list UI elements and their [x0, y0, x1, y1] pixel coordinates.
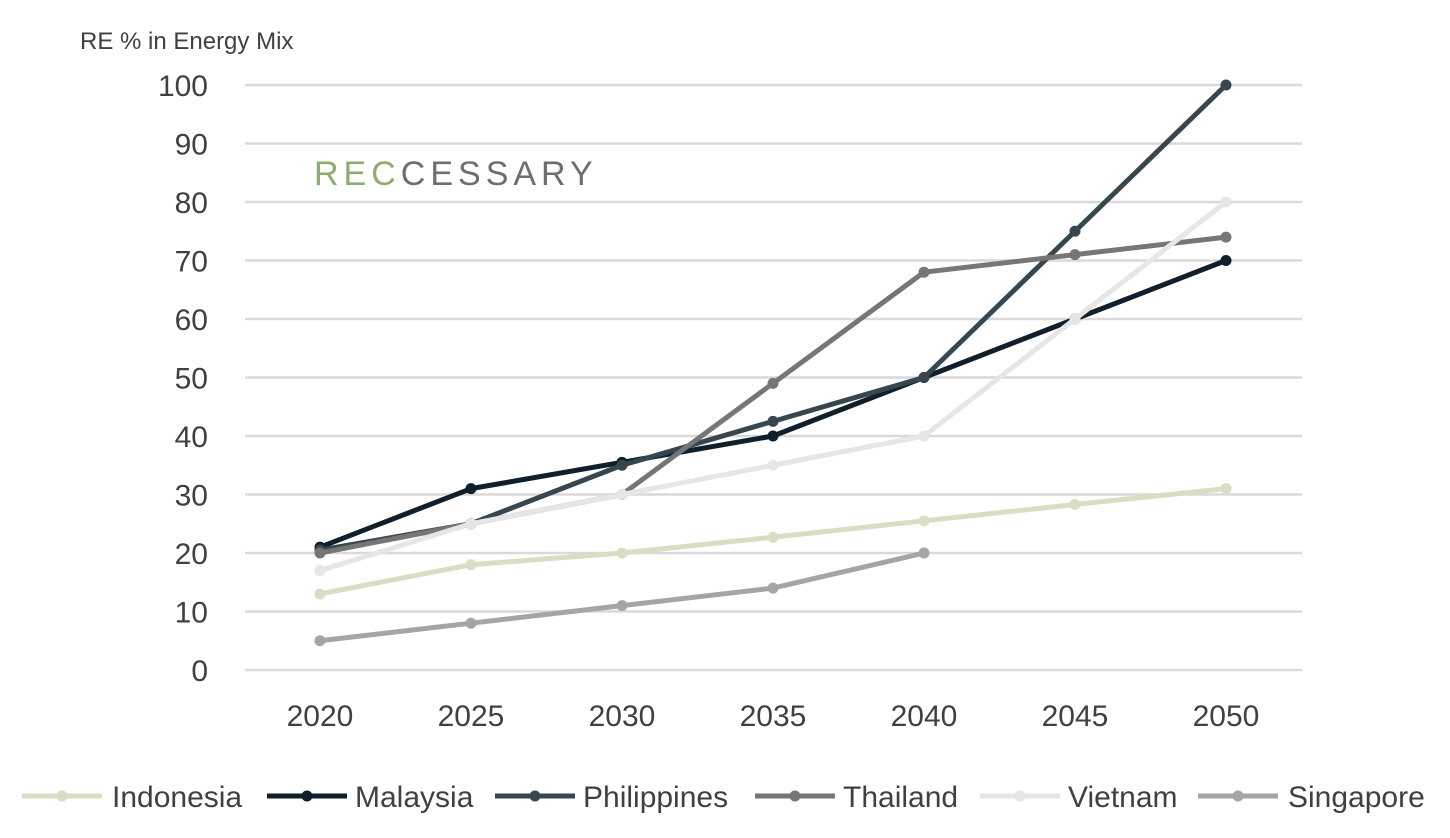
legend-item-singapore: Singapore — [1198, 781, 1425, 814]
data-point — [918, 547, 930, 559]
data-point — [1220, 483, 1232, 495]
data-point — [1220, 196, 1232, 208]
series-thailand — [314, 231, 1232, 559]
x-tick-label: 2020 — [287, 700, 354, 733]
series-singapore — [314, 547, 930, 647]
series-malaysia — [314, 255, 1232, 553]
legend-item-philippines: Philippines — [495, 781, 728, 814]
data-point — [465, 617, 477, 629]
series-lines — [314, 79, 1232, 647]
data-point — [1069, 225, 1081, 237]
y-tick-label: 0 — [191, 655, 208, 688]
x-tick-label: 2045 — [1042, 700, 1109, 733]
y-tick-label: 50 — [175, 363, 208, 396]
watermark-part1: REC — [314, 155, 401, 193]
legend-label: Indonesia — [112, 781, 242, 814]
data-point — [767, 430, 779, 442]
series-philippines — [314, 79, 1232, 556]
legend-item-malaysia: Malaysia — [267, 781, 474, 814]
data-point — [767, 415, 779, 427]
data-point — [767, 459, 779, 471]
legend-marker — [301, 790, 313, 802]
legend-item-thailand: Thailand — [755, 781, 958, 814]
data-point — [1069, 498, 1081, 510]
legend: Indonesia Malaysia Philippines Thailand Viet… — [22, 781, 1425, 814]
y-tick-label: 70 — [175, 246, 208, 279]
y-tick-label: 100 — [158, 70, 208, 103]
y-tick-label: 80 — [175, 187, 208, 220]
data-point — [1220, 79, 1232, 91]
legend-item-indonesia: Indonesia — [22, 781, 242, 814]
x-tick-labels: 2020 2025 2030 2035 2040 2045 2050 — [287, 700, 1260, 733]
data-point — [918, 372, 930, 383]
data-point — [314, 588, 326, 600]
x-tick-label: 2025 — [438, 700, 505, 733]
data-point — [314, 565, 326, 577]
data-point — [1069, 249, 1081, 261]
data-point — [314, 547, 326, 559]
y-tick-label: 10 — [175, 597, 208, 630]
legend-label: Vietnam — [1068, 781, 1178, 814]
series-line — [317, 550, 927, 644]
data-point — [314, 635, 326, 647]
data-point — [616, 459, 628, 471]
legend-marker — [1014, 790, 1026, 802]
data-point — [767, 531, 779, 543]
legend-marker — [529, 790, 541, 802]
data-point — [767, 582, 779, 594]
legend-marker — [56, 790, 68, 802]
data-point — [767, 377, 779, 389]
legend-label: Singapore — [1288, 781, 1425, 814]
data-point — [616, 489, 628, 500]
y-tick-label: 90 — [175, 129, 208, 162]
data-point — [918, 430, 930, 442]
watermark-logo: RECCESSARY — [314, 155, 598, 193]
y-tick-label: 60 — [175, 304, 208, 337]
x-tick-label: 2040 — [891, 700, 958, 733]
series-vietnam — [314, 196, 1232, 577]
y-tick-label: 40 — [175, 421, 208, 454]
data-point — [1220, 255, 1232, 266]
legend-marker — [1232, 790, 1244, 802]
y-tick-label: 20 — [175, 538, 208, 571]
y-tick-label: 30 — [175, 480, 208, 513]
legend-label: Thailand — [843, 781, 958, 814]
data-point — [465, 518, 477, 530]
y-tick-labels: 0 10 20 30 40 50 60 70 80 90 100 — [158, 70, 208, 688]
legend-label: Philippines — [583, 781, 728, 814]
legend-label: Malaysia — [355, 781, 474, 814]
x-tick-label: 2050 — [1193, 700, 1260, 733]
data-point — [465, 559, 477, 571]
data-point — [616, 600, 628, 612]
x-tick-label: 2035 — [740, 700, 807, 733]
legend-marker — [789, 790, 801, 802]
watermark-part2: CESSARY — [401, 155, 598, 193]
data-point — [918, 515, 930, 527]
y-axis-label: RE % in Energy Mix — [80, 28, 293, 55]
data-point — [1220, 231, 1232, 243]
data-point — [616, 547, 628, 559]
legend-item-vietnam: Vietnam — [980, 781, 1178, 814]
series-indonesia — [314, 483, 1232, 600]
data-point — [465, 483, 477, 495]
data-point — [918, 266, 930, 278]
data-point — [1069, 313, 1081, 325]
x-tick-label: 2030 — [589, 700, 656, 733]
series-line — [317, 234, 1229, 556]
